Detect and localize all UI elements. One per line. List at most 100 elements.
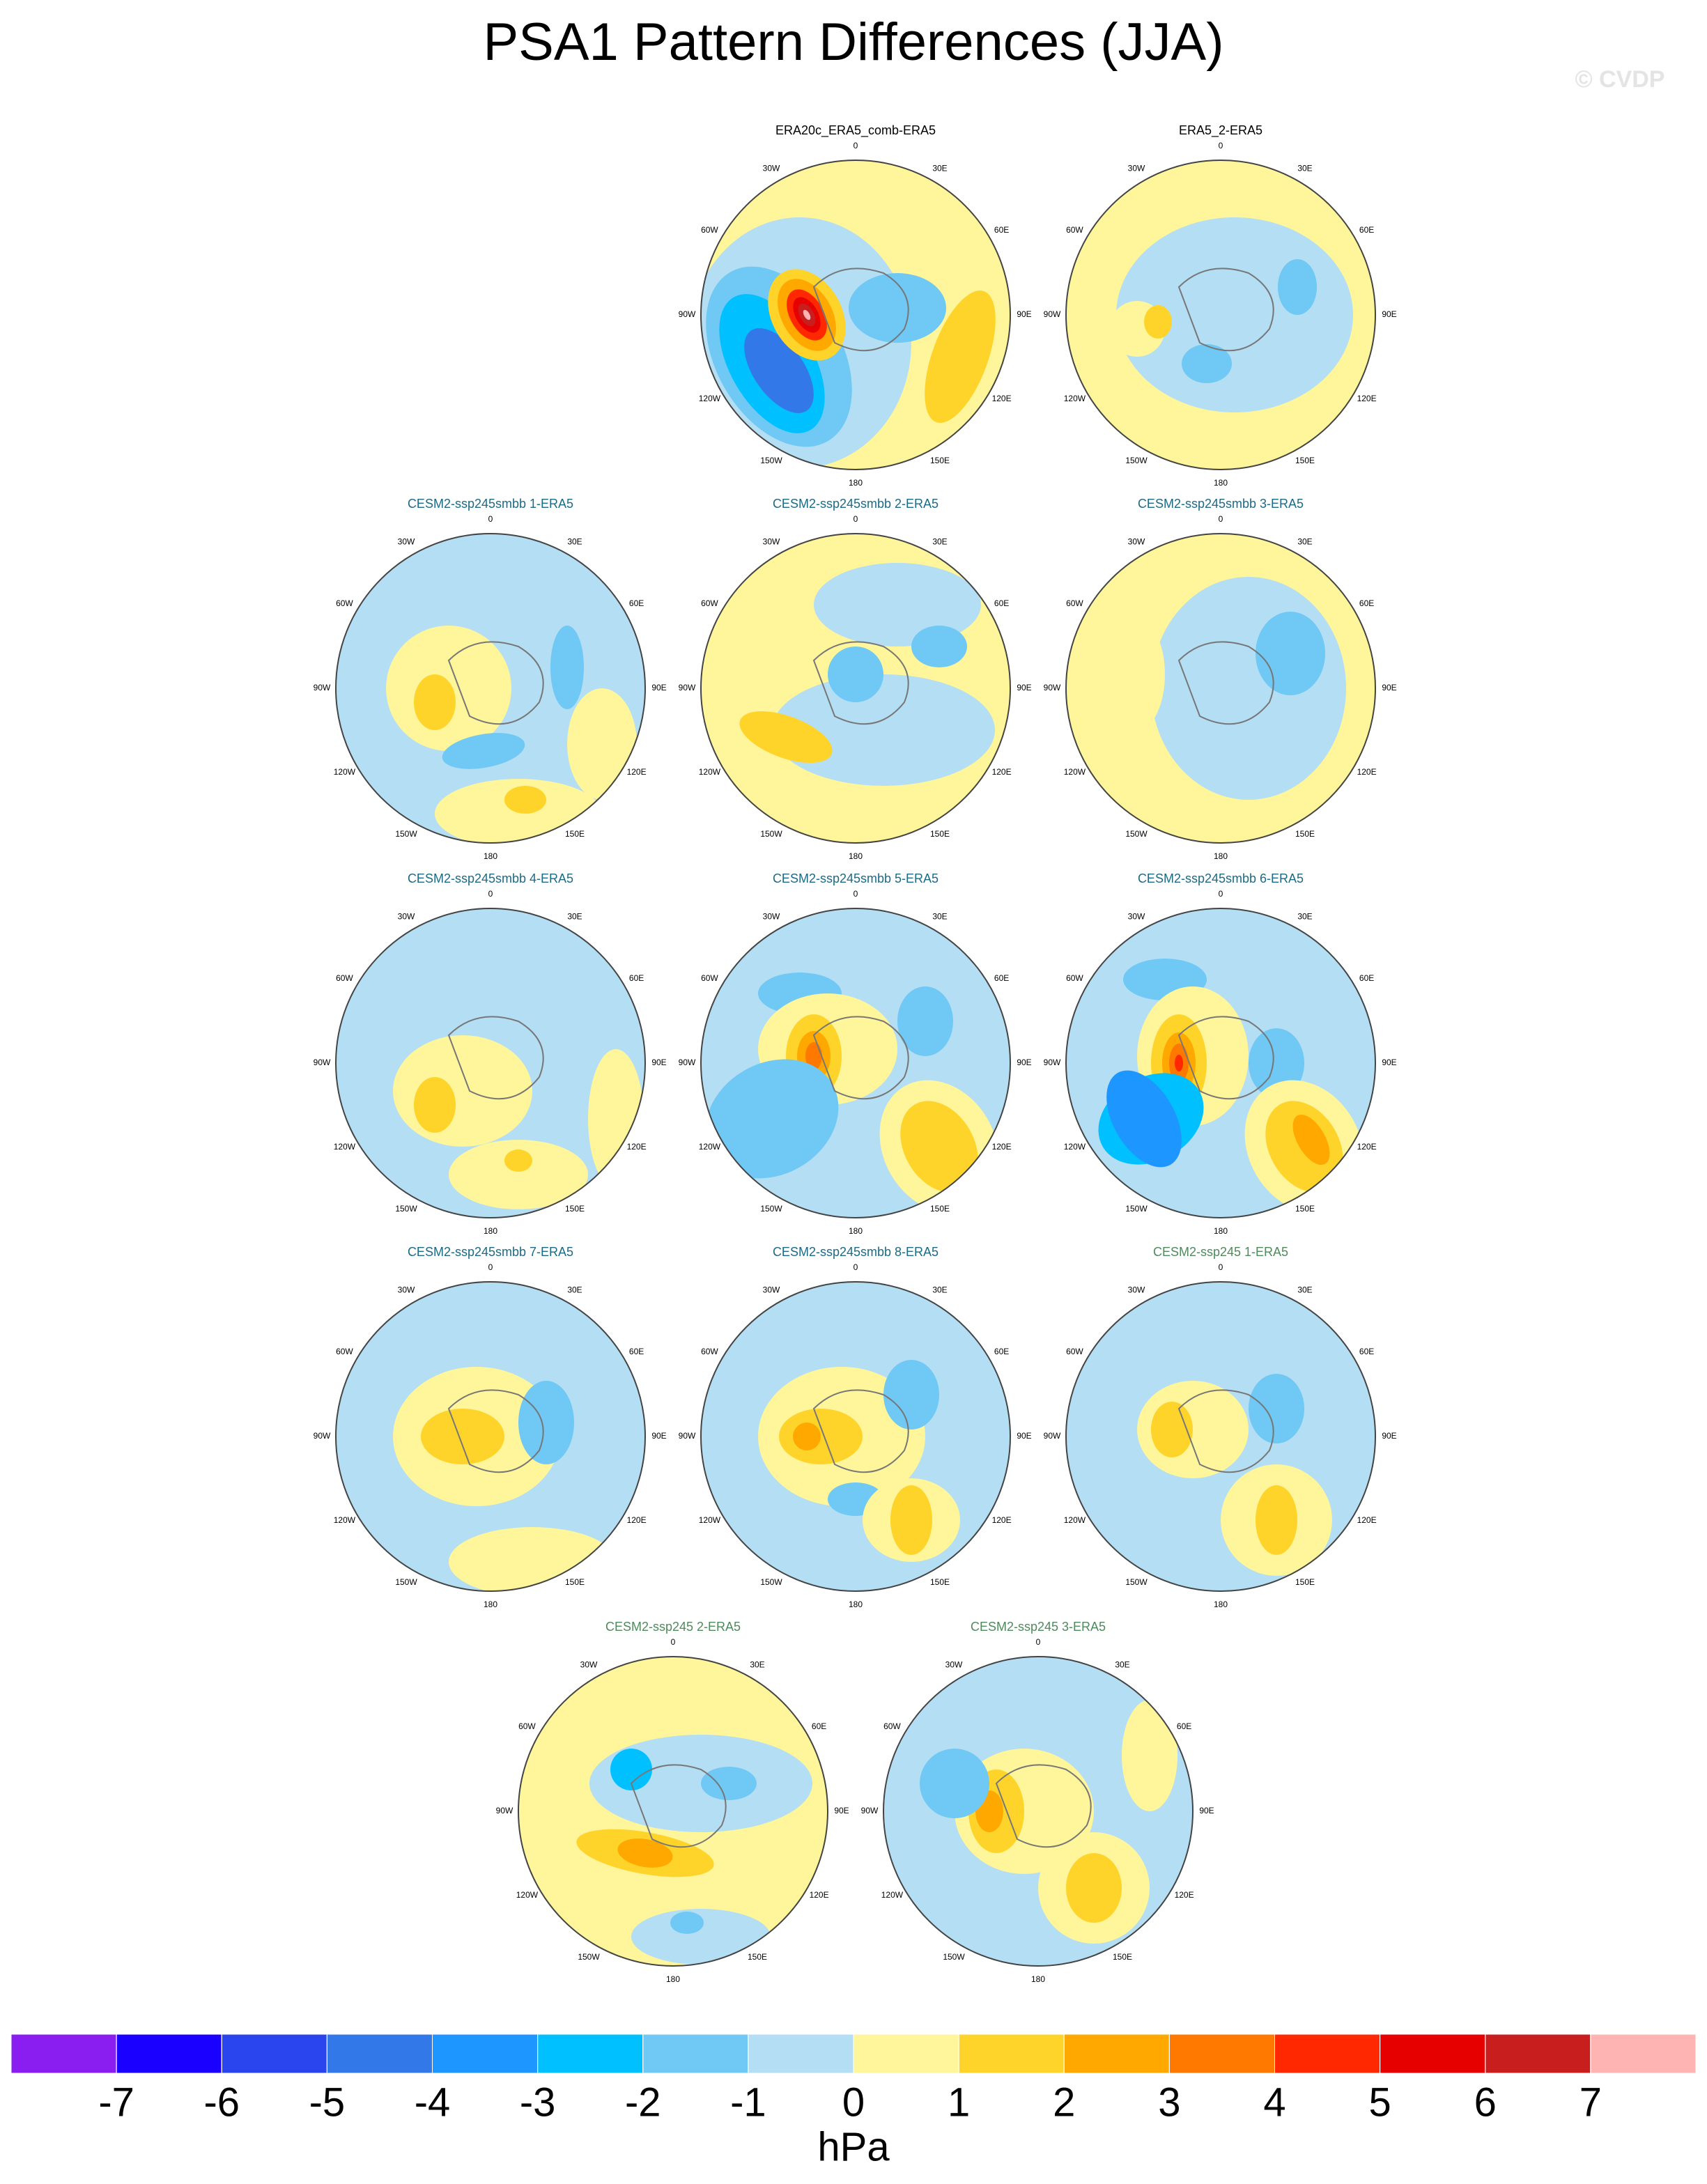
lon-label: 150W [943, 1952, 965, 1962]
lon-label: 120W [334, 767, 356, 777]
map-border [1065, 160, 1376, 470]
lon-label: 30W [398, 1285, 415, 1295]
lon-label: 0 [488, 889, 493, 899]
field-contour [1151, 1402, 1193, 1457]
lon-label: 180 [849, 1600, 863, 1609]
colorbar-tick-label: 4 [1263, 2080, 1285, 2125]
lon-label: 30E [932, 537, 947, 547]
map-panel [1066, 160, 1375, 470]
colorbar-tick-label: 5 [1368, 2080, 1391, 2125]
lon-label: 90E [1017, 309, 1031, 319]
field-contour [567, 688, 637, 800]
colorbar-tick-label: 3 [1158, 2080, 1180, 2125]
lon-label: 90E [1017, 683, 1031, 692]
lon-label: 180 [1214, 1226, 1228, 1236]
lon-label: 90W [314, 1431, 331, 1441]
panel-title: CESM2-ssp245 2-ERA5 [605, 1620, 741, 1634]
colorbar-box [1063, 2034, 1170, 2074]
lon-label: 30E [567, 537, 582, 547]
lon-label: 150E [1295, 1577, 1315, 1587]
map-panel [701, 534, 1010, 843]
lon-label: 60W [336, 973, 353, 983]
colorbar-box [221, 2034, 327, 2074]
lon-label: 30E [567, 1285, 582, 1295]
lon-label: 60W [701, 973, 718, 983]
lon-label: 0 [854, 141, 858, 150]
lon-label: 30W [945, 1660, 963, 1670]
lon-label: 120E [627, 1515, 647, 1525]
lon-label: 60W [1066, 598, 1083, 608]
coastline [812, 1016, 909, 1100]
field-contour [1151, 577, 1346, 800]
lon-label: 90W [1044, 309, 1061, 319]
field-contour [793, 1423, 821, 1450]
coastline [447, 1016, 544, 1100]
colorbar-label: hPa [817, 2124, 890, 2169]
lon-label: 120W [699, 767, 721, 777]
lon-label: 90W [314, 1058, 331, 1067]
lon-label: 90E [1017, 1431, 1031, 1441]
colorbar-box [1485, 2034, 1591, 2074]
figure-title: PSA1 Pattern Differences (JJA) [483, 13, 1223, 72]
field-contour [518, 1381, 574, 1464]
lon-label: 60W [518, 1721, 536, 1731]
field-contour [631, 1909, 771, 1965]
lon-label: 120W [1064, 394, 1086, 403]
lon-label: 180 [849, 478, 863, 488]
field-contour [890, 1485, 932, 1555]
map-border [1065, 908, 1376, 1218]
lon-label: 180 [1214, 478, 1228, 488]
field-contour [803, 309, 811, 320]
colorbar-tick-label: 2 [1053, 2080, 1075, 2125]
lon-label: 120E [992, 394, 1012, 403]
lon-label: 60W [883, 1721, 901, 1731]
lon-label: 0 [1219, 141, 1223, 150]
lon-label: 0 [854, 514, 858, 524]
coastline [1177, 641, 1274, 725]
lon-label: 90W [679, 1058, 696, 1067]
field-contour [920, 1749, 989, 1818]
coastline [1177, 268, 1274, 352]
colorbar-box [1274, 2034, 1381, 2074]
lon-label: 60E [994, 225, 1009, 235]
lon-label: 150W [760, 1204, 782, 1214]
lon-label: 150E [930, 1204, 950, 1214]
field-contour [1144, 305, 1172, 339]
lon-label: 150E [930, 456, 950, 465]
lon-label: 180 [1031, 1974, 1045, 1984]
lon-label: 180 [1214, 851, 1228, 861]
lon-label: 90W [1044, 1431, 1061, 1441]
map-border [1065, 533, 1376, 844]
map-border [335, 1281, 646, 1592]
lon-label: 120E [627, 767, 647, 777]
colorbar-tick-label: -3 [520, 2080, 556, 2125]
lon-label: 30E [750, 1660, 764, 1670]
lon-label: 120W [516, 1890, 539, 1900]
field-contour [504, 1149, 532, 1172]
lon-label: 30W [763, 912, 780, 922]
map-border [1065, 1281, 1376, 1592]
lon-label: 90W [861, 1806, 879, 1815]
field-contour [1122, 1700, 1177, 1811]
field-contour [1066, 1853, 1122, 1923]
field-contour [1109, 619, 1165, 730]
colorbar-tick-label: -4 [415, 2080, 451, 2125]
field-contour [610, 1749, 652, 1790]
field-contour [744, 328, 814, 413]
lon-label: 90E [1199, 1806, 1214, 1815]
map-border [700, 533, 1011, 844]
colorbar-box [537, 2034, 644, 2074]
lon-label: 30W [763, 537, 780, 547]
lon-label: 150E [1295, 456, 1315, 465]
colorbar-box [10, 2034, 117, 2074]
panel-title: CESM2-ssp245smbb 8-ERA5 [773, 1245, 939, 1259]
lon-label: 120E [992, 767, 1012, 777]
colorbar-box [326, 2034, 433, 2074]
lon-label: 30W [763, 164, 780, 173]
map-border [518, 1656, 828, 1967]
lon-label: 150E [1295, 829, 1315, 839]
field-contour [883, 1360, 939, 1430]
lon-label: 30W [1128, 1285, 1145, 1295]
map-border [700, 908, 1011, 1218]
lon-label: 0 [854, 1262, 858, 1272]
